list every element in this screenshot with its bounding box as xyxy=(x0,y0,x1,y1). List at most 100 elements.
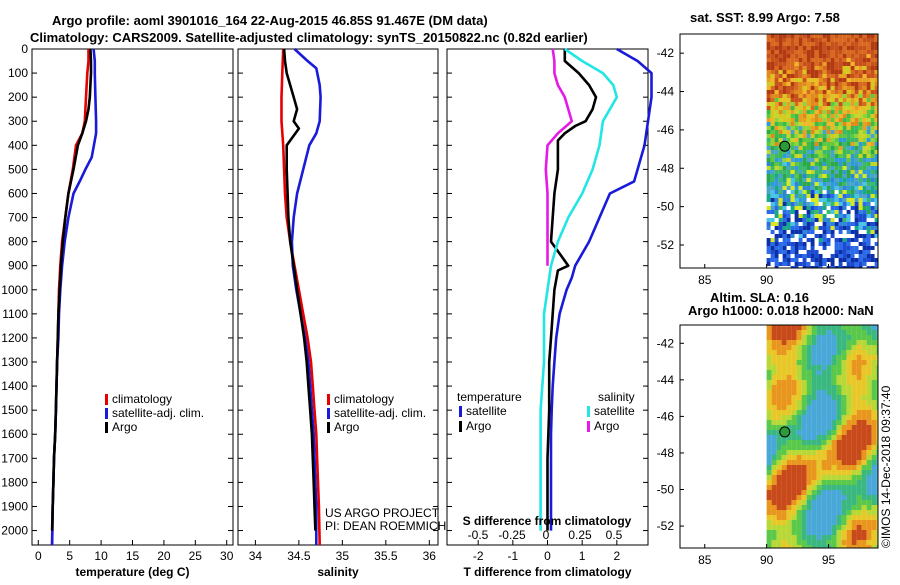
map-cell xyxy=(770,82,775,87)
map-cell xyxy=(806,410,812,416)
map-cell xyxy=(778,42,783,47)
map-cell xyxy=(866,335,872,341)
legend-satellite-adj-swatch xyxy=(105,408,108,419)
map-cell xyxy=(836,445,842,451)
map-cell xyxy=(846,535,852,541)
map-cell xyxy=(850,150,855,155)
map-cell xyxy=(856,470,862,476)
map-cell xyxy=(826,435,832,441)
map-cell xyxy=(776,330,782,336)
map-cell xyxy=(790,118,795,123)
map-cell xyxy=(796,370,802,376)
map-cell xyxy=(806,118,811,123)
map-cell xyxy=(806,535,812,541)
map-cell xyxy=(766,455,772,461)
map-cell xyxy=(814,150,819,155)
map-cell xyxy=(874,110,878,115)
map-cell xyxy=(798,142,803,147)
map-cell xyxy=(862,90,867,95)
argo-position-marker xyxy=(779,426,791,438)
map-cell xyxy=(770,194,775,199)
map-cell xyxy=(790,222,795,227)
map-cell xyxy=(858,262,863,267)
map-cell xyxy=(856,370,862,376)
map-cell xyxy=(811,515,817,521)
map-cell xyxy=(816,490,822,496)
map-cell xyxy=(830,190,835,195)
map-cell xyxy=(876,385,878,391)
map-cell xyxy=(846,395,852,401)
map-cell xyxy=(782,182,787,187)
map-cell xyxy=(794,266,799,269)
map-cell xyxy=(794,194,799,199)
map-cell xyxy=(814,258,819,263)
map-cell xyxy=(858,138,863,143)
map-cell xyxy=(862,54,867,59)
map-cell xyxy=(774,166,779,171)
map-cell xyxy=(766,86,771,91)
map-cell xyxy=(814,82,819,87)
map-cell xyxy=(870,94,875,99)
map-cell xyxy=(876,425,878,431)
map-cell xyxy=(818,90,823,95)
map-cell xyxy=(862,138,867,143)
map-cell xyxy=(842,42,847,47)
map-cell xyxy=(774,102,779,107)
map-cell xyxy=(786,126,791,131)
map-cell xyxy=(781,455,787,461)
map-cell xyxy=(790,190,795,195)
map-cell xyxy=(818,106,823,111)
map-cell xyxy=(846,370,852,376)
map-cell xyxy=(850,214,855,219)
map-cell xyxy=(774,258,779,263)
map-cell xyxy=(866,66,871,71)
map-cell xyxy=(826,420,832,426)
map-cell xyxy=(806,226,811,231)
map-cell xyxy=(831,370,837,376)
map-cell xyxy=(818,110,823,115)
map-cell xyxy=(806,98,811,103)
map-cell xyxy=(822,166,827,171)
map-cell xyxy=(776,455,782,461)
map-cell xyxy=(854,230,859,235)
map-cell xyxy=(770,174,775,179)
map-cell xyxy=(821,375,827,381)
map-cell xyxy=(831,435,837,441)
map-cell xyxy=(866,90,871,95)
map-cell xyxy=(766,480,772,486)
map-cell xyxy=(811,355,817,361)
map-cell xyxy=(778,262,783,267)
map-cell xyxy=(826,46,831,51)
map-cell xyxy=(850,198,855,203)
map-cell xyxy=(818,154,823,159)
map-cell xyxy=(866,150,871,155)
map-cell xyxy=(801,370,807,376)
map-cell xyxy=(806,258,811,263)
map-cell xyxy=(790,226,795,231)
map-cell xyxy=(798,46,803,51)
map-cell xyxy=(776,470,782,476)
map-cell xyxy=(866,405,872,411)
map-cell xyxy=(851,455,857,461)
map-cell xyxy=(846,390,852,396)
map-cell xyxy=(851,405,857,411)
map-cell xyxy=(778,218,783,223)
map-cell xyxy=(842,186,847,191)
map-cell xyxy=(841,390,847,396)
y-tick-label: 500 xyxy=(8,162,28,176)
map-cell xyxy=(766,435,772,441)
map-cell xyxy=(781,465,787,471)
map-cell xyxy=(871,420,877,426)
map-cell xyxy=(858,246,863,251)
map-cell xyxy=(831,515,837,521)
map-cell xyxy=(776,400,782,406)
map-cell xyxy=(796,325,802,331)
map-cell xyxy=(778,186,783,191)
map-cell xyxy=(846,62,851,67)
map-cell xyxy=(834,94,839,99)
map-cell xyxy=(791,340,797,346)
map-cell xyxy=(866,375,872,381)
map-cell xyxy=(766,400,772,406)
map-cell xyxy=(821,355,827,361)
map-cell xyxy=(806,170,811,175)
